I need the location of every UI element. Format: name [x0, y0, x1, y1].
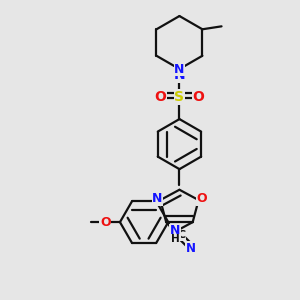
Text: O: O	[154, 90, 166, 104]
Text: N: N	[186, 242, 196, 255]
Text: H: H	[171, 234, 179, 244]
Text: S: S	[174, 90, 184, 104]
Text: N: N	[174, 62, 184, 76]
Text: N: N	[170, 224, 180, 238]
Text: N: N	[152, 192, 163, 205]
Text: O: O	[193, 90, 205, 104]
Text: N: N	[174, 68, 185, 82]
Text: C: C	[177, 230, 185, 240]
Text: O: O	[100, 216, 111, 229]
Text: O: O	[196, 192, 207, 205]
